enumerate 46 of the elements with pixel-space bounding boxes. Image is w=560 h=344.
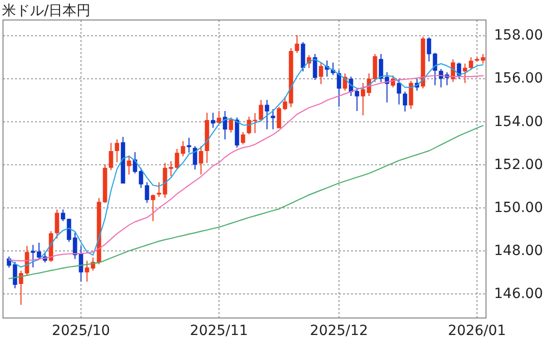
y-tick-label: 150.00 [494, 200, 543, 216]
y-tick-label: 146.00 [494, 286, 543, 302]
candlestick [270, 108, 276, 130]
y-tick-label: 148.00 [494, 242, 543, 259]
candlestick [294, 34, 300, 54]
candlestick [84, 260, 90, 282]
candlestick [174, 148, 180, 170]
candlestick [186, 137, 192, 154]
candlestick [168, 160, 174, 177]
x-tick-label: 2026/01 [448, 323, 506, 339]
x-tick-label: 2025/10 [52, 323, 110, 339]
candlestick [138, 167, 144, 188]
candlestick [282, 96, 288, 111]
candlestick [180, 140, 186, 157]
candlestick [258, 99, 264, 120]
candlestick [36, 242, 42, 260]
candlestick [264, 99, 270, 130]
candlestick [198, 146, 204, 175]
y-tick-label: 158.00 [494, 28, 543, 44]
candlestick [144, 182, 150, 204]
x-tick-label: 2025/11 [190, 323, 248, 339]
candlestick [30, 244, 36, 268]
candlestick [114, 138, 120, 163]
candlestick [276, 106, 282, 129]
candlestick [240, 132, 246, 145]
candlestick [480, 53, 486, 64]
candlestick [318, 62, 324, 85]
candlestick [468, 56, 474, 71]
candlestick [210, 112, 216, 128]
candlestick [228, 116, 234, 134]
candlestick [360, 82, 366, 116]
candlestick [108, 142, 114, 171]
candlestick [126, 155, 132, 175]
candlestick [60, 209, 66, 222]
y-tick-label: 154.00 [494, 114, 543, 130]
y-tick-label: 156.00 [494, 70, 543, 87]
candlestick [150, 194, 156, 222]
candlestick [402, 91, 408, 112]
candlestick [426, 36, 432, 62]
candlestick [54, 209, 60, 240]
y-tick-label: 152.00 [494, 156, 543, 173]
candlestick [372, 53, 378, 82]
candlestick [216, 110, 222, 125]
chart-title: 米ドル/日本円 [2, 3, 91, 19]
candlestick [354, 88, 360, 112]
x-tick-label: 2025/12 [310, 323, 368, 339]
